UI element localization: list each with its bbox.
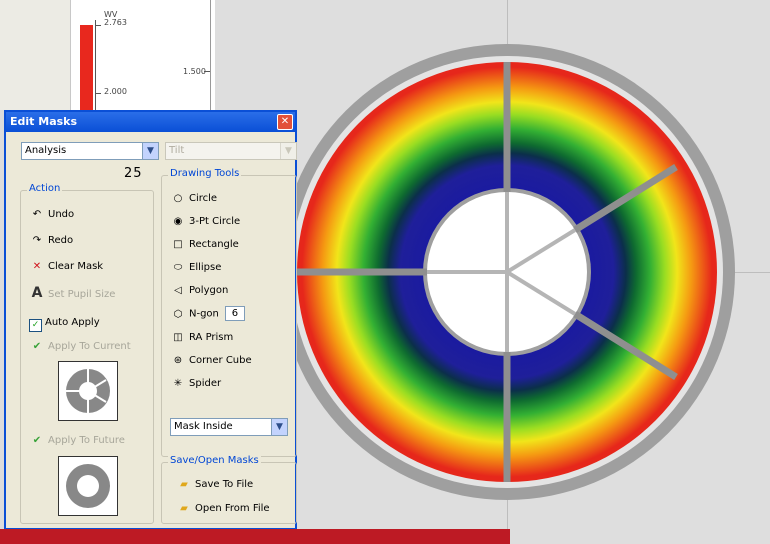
apply-to-future-label: Apply To Future [48, 435, 125, 446]
number-label: 25 [124, 166, 143, 181]
spider-tool[interactable]: ✳ Spider [170, 376, 221, 392]
scale-tick [95, 93, 101, 94]
future-mask-preview [66, 464, 110, 508]
undo-icon: ↶ [32, 209, 42, 220]
ellipse-tool[interactable]: ⬭ Ellipse [170, 260, 222, 276]
scale-tick [95, 25, 101, 26]
open-from-file-label: Open From File [195, 503, 270, 514]
tilt-select-value: Tilt [169, 145, 185, 156]
clear-mask-button[interactable]: ✕ Clear Mask [29, 259, 103, 275]
mode-select[interactable]: Analysis ▼ [21, 142, 159, 160]
circle-label: Circle [189, 193, 218, 204]
ra-prism-label: RA Prism [189, 332, 234, 343]
corner-cube-label: Corner Cube [189, 355, 252, 366]
mask-mode-value: Mask Inside [174, 421, 233, 432]
drawing-tools-group: Drawing Tools ○ Circle ◉ 3-Pt Circle □ Rect… [161, 168, 297, 457]
tilt-select: Tilt ▼ [165, 142, 297, 160]
ngon-sides-input[interactable]: 6 [224, 306, 245, 321]
save-to-file-label: Save To File [195, 479, 254, 490]
save-to-file-button[interactable]: ▰ Save To File [176, 477, 253, 493]
drawing-tools-label: Drawing Tools [168, 168, 242, 179]
dialog-title: Edit Masks [10, 115, 78, 128]
open-from-file-button[interactable]: ▰ Open From File [176, 501, 270, 517]
ellipse-icon: ⬭ [173, 262, 183, 273]
auto-apply-checkbox[interactable]: ✓ Auto Apply [29, 315, 100, 332]
redo-button[interactable]: ↷ Redo [29, 233, 73, 249]
circle-icon: ○ [173, 193, 183, 204]
axis-tick-label: 1.500 [183, 67, 206, 76]
chevron-down-icon[interactable]: ▼ [271, 419, 287, 435]
folder-icon: ▰ [180, 479, 188, 490]
pupil-size-icon: A [31, 285, 43, 301]
clear-mask-label: Clear Mask [48, 261, 104, 272]
checkmark-icon: ✓ [29, 319, 42, 332]
prism-icon: ◫ [173, 332, 183, 343]
save-open-group: Save/Open Masks ▰ Save To File ▰ Open From… [161, 455, 297, 524]
color-scale-bar [80, 25, 93, 110]
set-pupil-size-button: A Set Pupil Size [29, 285, 116, 301]
scale-max-label: 2.763 [104, 18, 127, 27]
polygon-label: Polygon [189, 285, 229, 296]
edit-masks-dialog: Edit Masks ✕ Analysis ▼ Tilt ▼ 25 Action… [4, 110, 297, 530]
hexagon-icon: ⬡ [173, 308, 183, 320]
spider-icon: ✳ [173, 378, 183, 389]
current-mask-thumbnail [58, 361, 118, 421]
set-pupil-size-label: Set Pupil Size [48, 289, 116, 300]
scale-unit: WV [104, 10, 118, 19]
redo-label: Redo [48, 235, 74, 246]
polygon-tool[interactable]: ◁ Polygon [170, 283, 228, 299]
background-panel [0, 0, 70, 110]
spider-label: Spider [189, 378, 222, 389]
dialog-titlebar[interactable]: Edit Masks ✕ [6, 112, 295, 132]
three-pt-circle-icon: ◉ [173, 216, 183, 227]
folder-icon: ▰ [180, 503, 188, 514]
three-pt-circle-tool[interactable]: ◉ 3-Pt Circle [170, 214, 241, 230]
polygon-icon: ◁ [174, 285, 182, 296]
ra-prism-tool[interactable]: ◫ RA Prism [170, 330, 233, 346]
scale-mid-label: 2.000 [104, 87, 127, 96]
apply-to-current-label: Apply To Current [48, 341, 131, 352]
action-group: Action ↶ Undo ↷ Redo ✕ Clear Mask A Set Pupi… [20, 183, 154, 524]
clear-icon: ✕ [32, 261, 42, 272]
undo-button[interactable]: ↶ Undo [29, 207, 74, 223]
plot-axis [210, 0, 211, 110]
apply-to-current-button: ✔ Apply To Current [29, 339, 131, 355]
ngon-tool[interactable]: ⬡ N-gon 6 [170, 306, 245, 322]
corner-cube-icon: ⊛ [173, 355, 183, 366]
rectangle-label: Rectangle [189, 239, 239, 250]
rectangle-tool[interactable]: □ Rectangle [170, 237, 239, 253]
current-mask-preview [66, 369, 110, 413]
save-open-label: Save/Open Masks [168, 455, 261, 466]
undo-label: Undo [48, 209, 75, 220]
future-mask-thumbnail [58, 456, 118, 516]
circle-tool[interactable]: ○ Circle [170, 191, 217, 207]
check-icon: ✔ [32, 435, 42, 446]
ellipse-label: Ellipse [189, 262, 222, 273]
corner-cube-tool[interactable]: ⊛ Corner Cube [170, 353, 252, 369]
apply-to-future-button: ✔ Apply To Future [29, 433, 125, 449]
axis-tick [204, 71, 210, 72]
chevron-down-icon[interactable]: ▼ [142, 143, 158, 159]
rectangle-icon: □ [173, 239, 183, 250]
check-icon: ✔ [32, 341, 42, 352]
three-pt-circle-label: 3-Pt Circle [189, 216, 241, 227]
color-scale-panel [70, 0, 217, 110]
mode-select-value: Analysis [25, 145, 67, 156]
bottom-banner [0, 529, 510, 544]
ngon-label: N-gon [189, 308, 219, 320]
mask-mode-select[interactable]: Mask Inside ▼ [170, 418, 288, 436]
action-group-label: Action [27, 183, 63, 194]
chevron-down-icon: ▼ [280, 143, 296, 159]
redo-icon: ↷ [32, 235, 42, 246]
auto-apply-label: Auto Apply [45, 317, 100, 328]
color-scale-axis [95, 20, 96, 110]
close-icon[interactable]: ✕ [277, 114, 293, 130]
